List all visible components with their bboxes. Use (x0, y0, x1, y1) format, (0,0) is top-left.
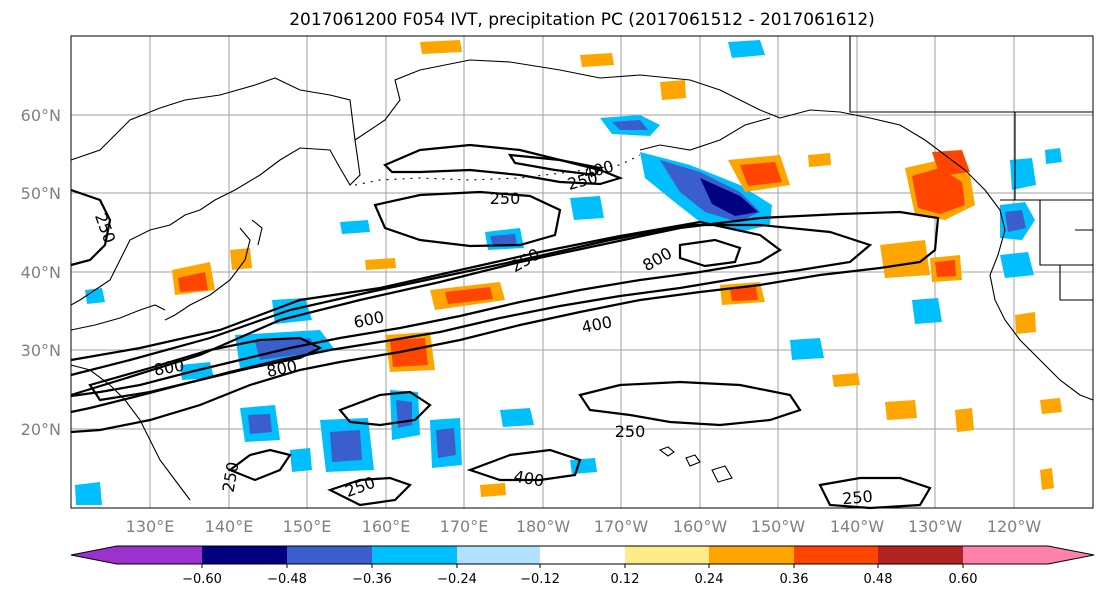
colorbar-tick-label: 0.60 (949, 572, 978, 587)
colorbar-segment (202, 546, 287, 564)
colorbar-segment (457, 546, 540, 564)
contour-label: 250 (841, 487, 873, 509)
contour-label: 250 (490, 189, 521, 208)
colorbar-segment (540, 546, 625, 564)
precipitation-shading (75, 40, 1062, 505)
map-panel: 250 400 250 250 250 800 250 600 400 800 … (70, 35, 1094, 510)
colorbar-extend-min (71, 546, 117, 564)
colorbar-segment (963, 546, 1048, 564)
lat-label: 30°N (21, 341, 61, 360)
lon-label: 170°W (594, 517, 649, 536)
lon-label: 150°W (751, 517, 806, 536)
figure-title: 2017061200 F054 IVT, precipitation PC (2… (289, 10, 875, 30)
colorbar-segment (709, 546, 794, 564)
colorbar-segment (117, 546, 202, 564)
lon-label: 140°W (830, 517, 885, 536)
colorbar-tick-label: −0.24 (437, 572, 477, 587)
colorbar-tick-label: −0.60 (182, 572, 222, 587)
colorbar-segment (625, 546, 709, 564)
contour-label: 250 (615, 422, 646, 441)
colorbar-ticks (201, 564, 964, 568)
colorbar-tick-label: 0.48 (864, 572, 893, 587)
lon-label: 170°E (440, 517, 489, 536)
longitude-labels: 130°E 140°E 150°E 160°E 170°E 180°W 170°… (126, 517, 1042, 536)
colorbar-extend-max (1048, 546, 1094, 564)
lat-label: 20°N (21, 420, 61, 439)
lat-label: 50°N (21, 184, 61, 203)
colorbar-segment (287, 546, 372, 564)
colorbar-tick-label: −0.36 (352, 572, 392, 587)
ivt-contours (70, 143, 940, 510)
colorbar-segment (372, 546, 457, 564)
lon-label: 180°W (516, 517, 571, 536)
lon-label: 160°W (673, 517, 728, 536)
latitude-labels: 60°N 50°N 40°N 30°N 20°N (21, 106, 61, 439)
colorbar-segment (878, 546, 963, 564)
lon-label: 120°W (987, 517, 1042, 536)
colorbar-tick-label: 0.24 (695, 572, 724, 587)
colorbar-tick-label: −0.48 (267, 572, 307, 587)
lon-label: 130°E (126, 517, 175, 536)
lon-label: 150°E (283, 517, 332, 536)
map-frame (70, 35, 1094, 509)
coastlines (70, 36, 1094, 501)
lat-label: 60°N (21, 106, 61, 125)
lat-label: 40°N (21, 263, 61, 282)
colorbar-tick-label: 0.12 (611, 572, 640, 587)
lon-label: 130°W (908, 517, 963, 536)
colorbar-tick-label: −0.12 (520, 572, 560, 587)
colorbar-tick-label: 0.36 (780, 572, 809, 587)
colorbar: −0.60 −0.48 −0.36 −0.24 −0.12 0.12 0.24 … (70, 545, 1095, 587)
colorbar-segment (794, 546, 878, 564)
lon-label: 140°E (205, 517, 254, 536)
colorbar-outline (70, 545, 1095, 565)
lon-label: 160°E (362, 517, 411, 536)
